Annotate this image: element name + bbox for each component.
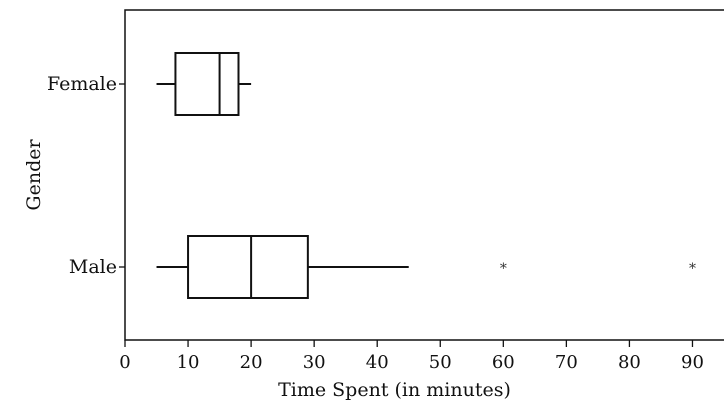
box-iqr [174,52,240,116]
x-axis-label: Time Spent (in minutes) [278,379,511,401]
box-group: * * [156,52,696,299]
plot-frame [124,9,724,341]
y-tick-label: Female [47,73,117,95]
outlier-marker: * [689,261,696,277]
x-axis: 0 10 20 30 40 50 60 70 80 90 [119,340,704,373]
x-tick-label: 0 [119,352,130,373]
y-axis-label: Gender [23,139,45,211]
box-male: * * [156,235,696,299]
x-tick-label: 60 [492,352,515,373]
x-tick-label: 20 [240,352,263,373]
box-female [156,52,252,116]
x-tick-label: 70 [555,352,578,373]
x-tick-label: 30 [303,352,326,373]
x-tick-label: 50 [429,352,452,373]
outlier-marker: * [500,261,507,277]
x-tick-label: 90 [681,352,704,373]
x-tick-label: 40 [366,352,389,373]
x-tick-label: 10 [177,352,200,373]
box-iqr [187,235,309,299]
y-tick-label: Male [69,256,117,278]
x-tick-label: 80 [618,352,641,373]
y-axis: Female Male [47,73,125,278]
